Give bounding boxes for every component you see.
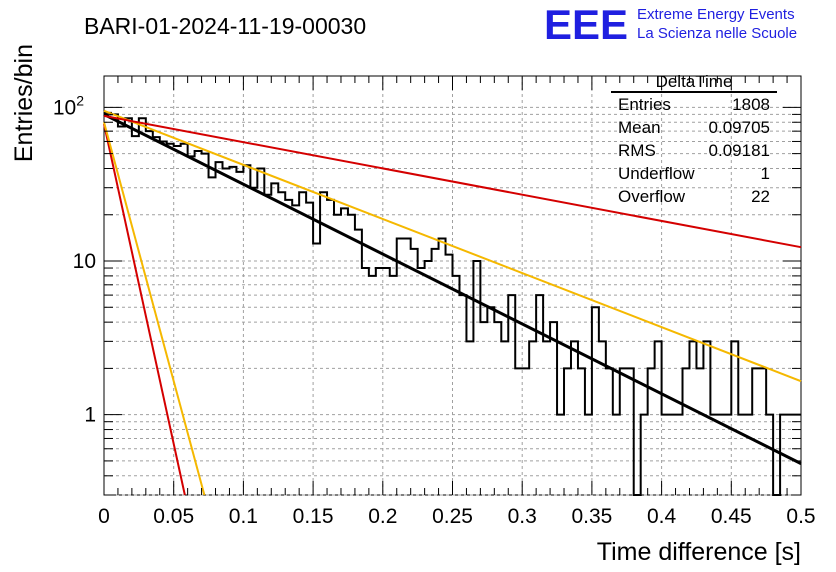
stats-title: DeltaTime — [656, 72, 733, 91]
histogram-outline — [104, 111, 801, 496]
fit-line — [103, 123, 186, 496]
x-tick-label: 0.15 — [293, 505, 334, 528]
stats-row-value: 0.09181 — [709, 141, 770, 160]
fit-line — [103, 109, 802, 383]
x-tick-label: 0.25 — [432, 505, 473, 528]
y-tick-label: 1 — [84, 404, 96, 427]
x-tick-label: 0.5 — [786, 505, 815, 528]
stats-box: DeltaTime Entries 1808 Mean 0.09705 RMS 0.091… — [611, 72, 777, 206]
stats-row-label: Overflow — [618, 187, 686, 206]
stats-row-value: 1 — [761, 164, 770, 183]
histogram — [104, 111, 801, 496]
fit-line — [103, 121, 206, 496]
x-tick-label: 0.05 — [153, 505, 194, 528]
x-axis-label: Time difference [s] — [597, 538, 801, 566]
run-title: BARI-01-2024-11-19-00030 — [84, 13, 366, 39]
fit-line — [103, 114, 802, 249]
axes: 0 0.05 0.1 0.15 0.2 0.25 0.3 0.35 0.4 0.45 0.5 1 10 1… — [53, 76, 816, 528]
x-tick-label: 0.4 — [647, 505, 677, 528]
x-tick-label: 0.45 — [711, 505, 752, 528]
eee-logo: EEE — [544, 1, 628, 48]
fit-line — [103, 113, 802, 465]
x-tick-label: 0.35 — [571, 505, 612, 528]
stats-row-value: 0.09705 — [709, 118, 770, 137]
fit-lines — [103, 109, 802, 496]
x-tick-label: 0.2 — [368, 505, 397, 528]
x-tick-label: 0.1 — [229, 505, 258, 528]
stats-row-value: 22 — [751, 187, 770, 206]
eee-logo-line1: Extreme Energy Events — [637, 6, 795, 23]
stats-row-label: Entries — [618, 95, 671, 114]
stats-row-label: RMS — [618, 141, 656, 160]
x-tick-label: 0 — [98, 505, 110, 528]
stats-row-label: Underflow — [618, 164, 695, 183]
grid — [104, 76, 801, 496]
stats-row-value: 1808 — [732, 95, 770, 114]
y-axis-label: Entries/bin — [10, 44, 38, 162]
stats-row-label: Mean — [618, 118, 661, 137]
y-tick-label: 102 — [53, 92, 84, 119]
eee-logo-line2: La Scienza nelle Scuole — [637, 25, 797, 42]
x-tick-label: 0.3 — [508, 505, 537, 528]
y-tick-label: 10 — [73, 250, 96, 273]
